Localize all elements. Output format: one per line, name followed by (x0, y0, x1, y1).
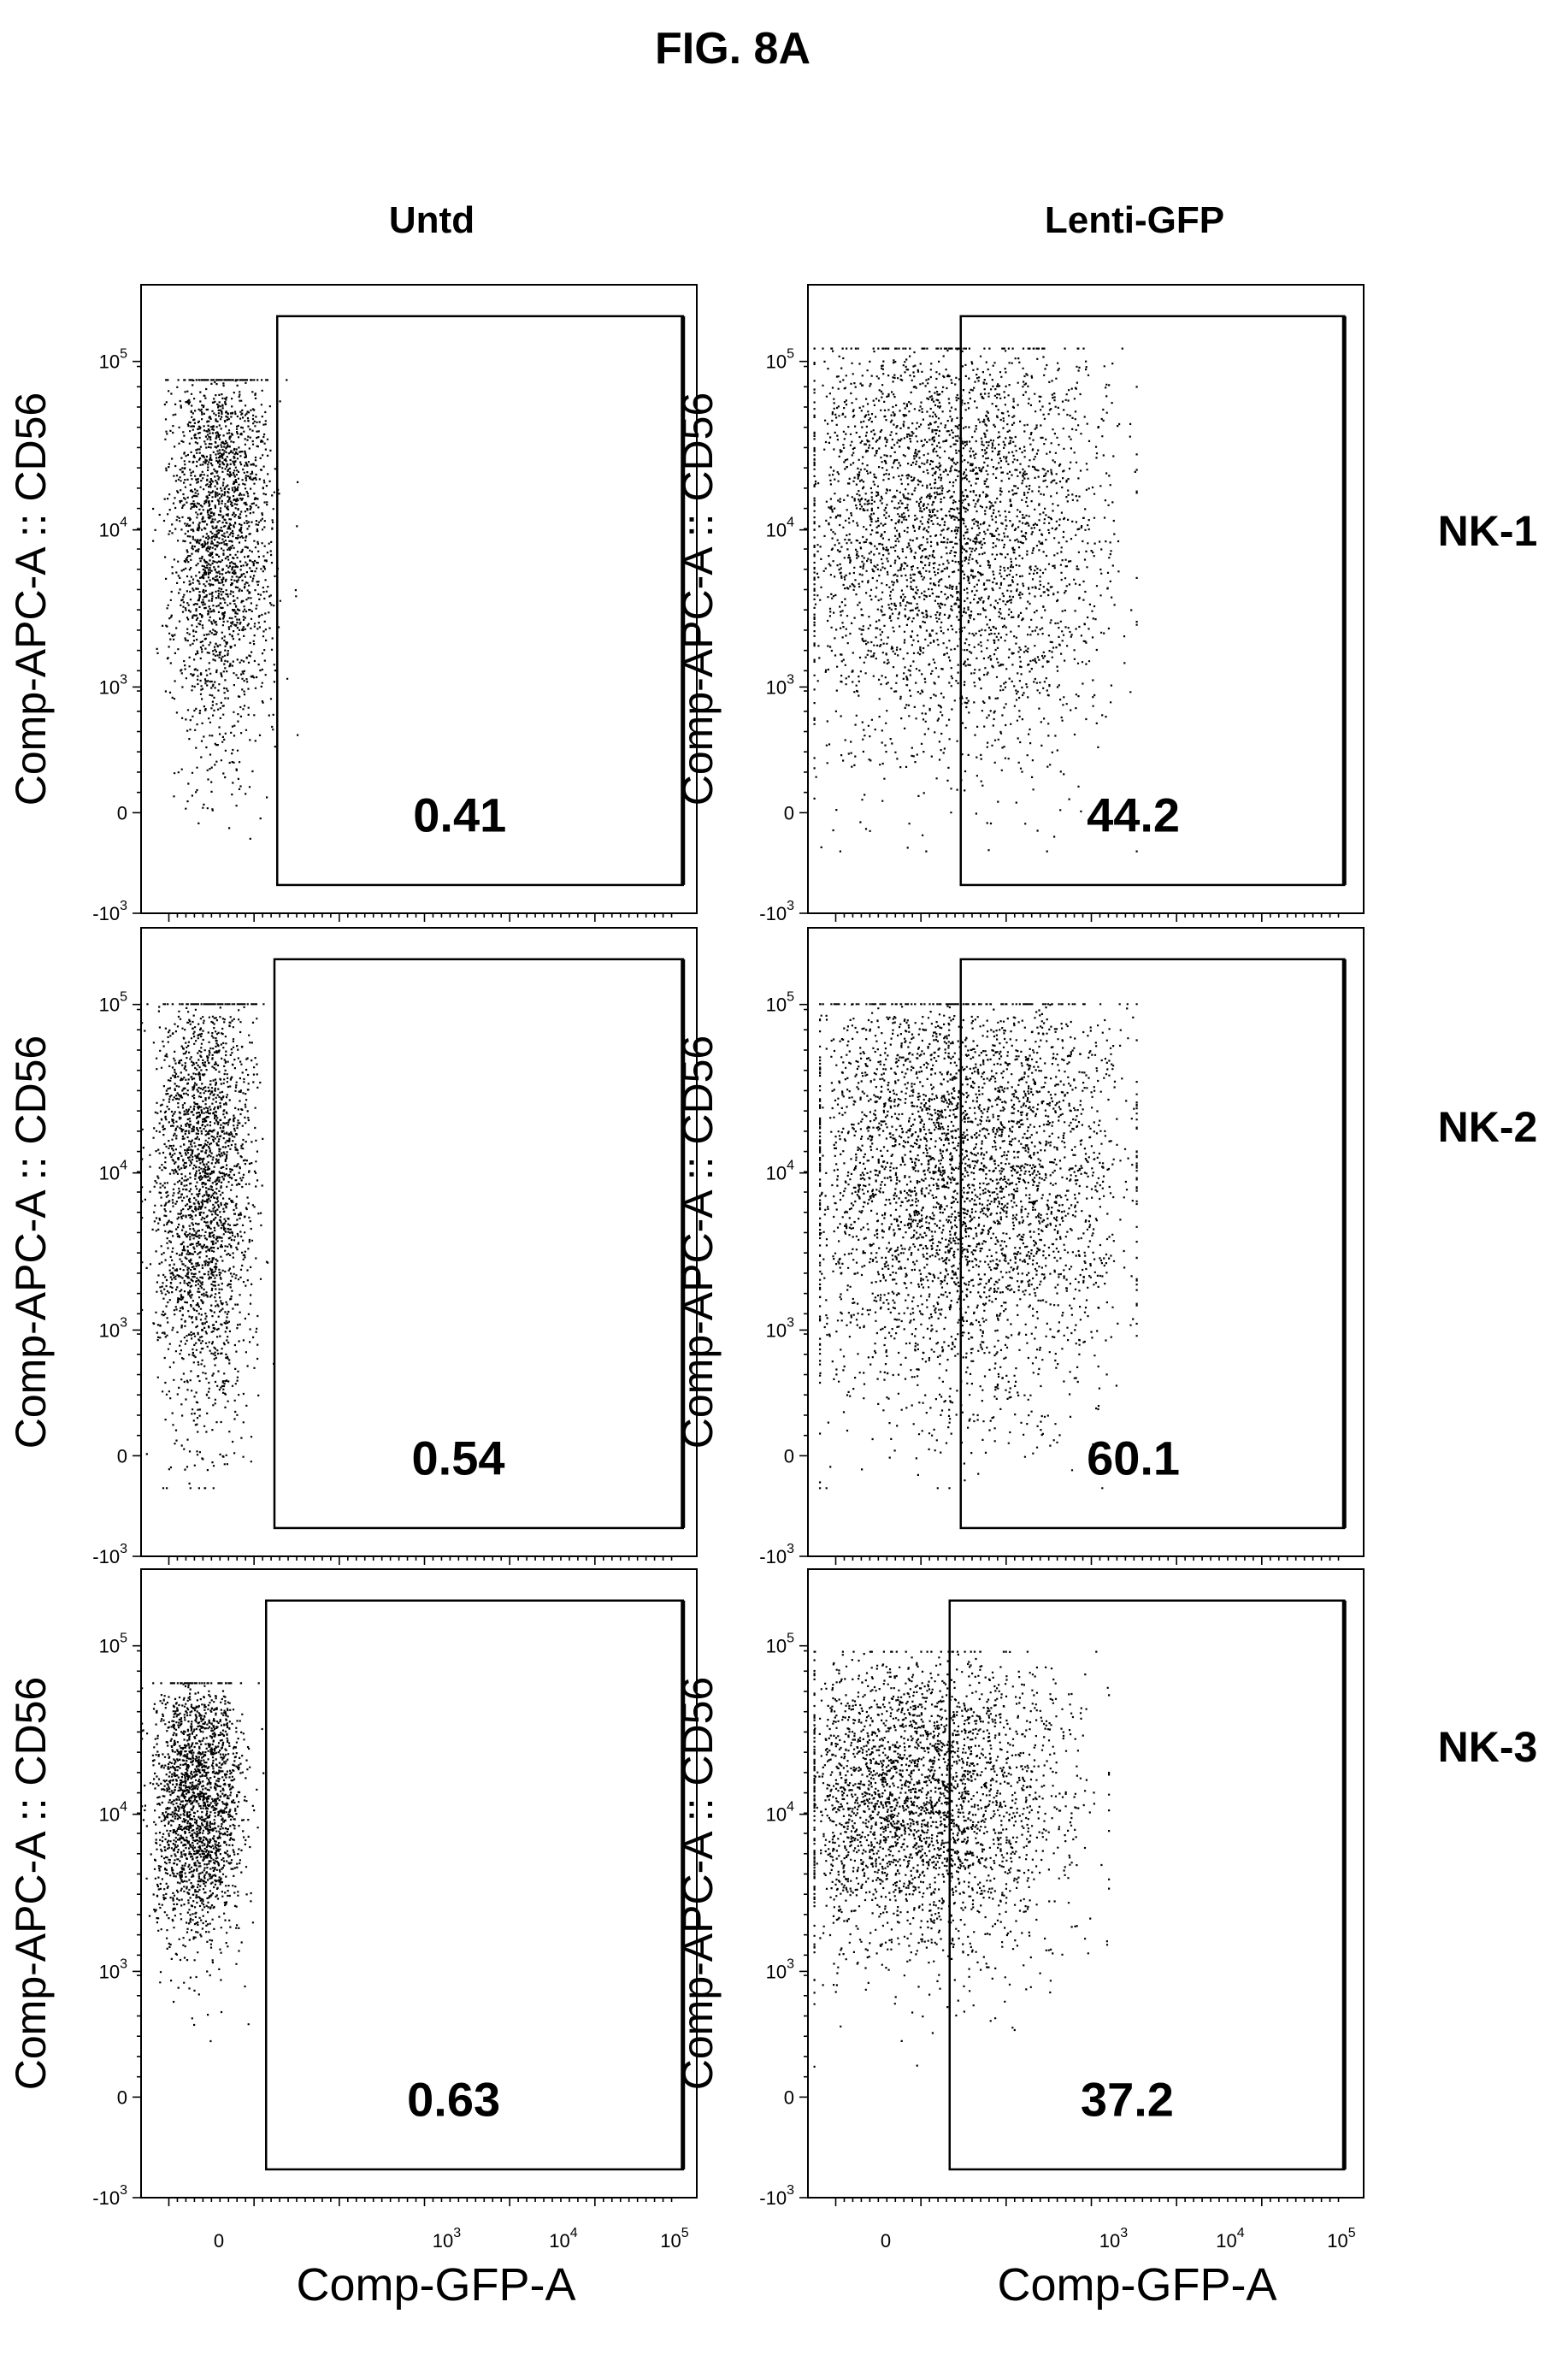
y-tick-label: 105 (766, 1632, 794, 1657)
y-tick-label: 105 (99, 990, 127, 1016)
row-label-nk-3: NK-3 (1438, 1723, 1538, 1771)
y-tick-label: 104 (99, 1800, 127, 1826)
y-tick-label: 103 (766, 672, 794, 698)
y-axis-label: Comp-APC-A :: CD56 (674, 392, 722, 806)
x-axis-label-left: Comp-GFP-A (296, 2259, 575, 2311)
y-tick-label: 103 (99, 1315, 127, 1341)
y-tick-label: 103 (766, 1957, 794, 1982)
y-axis-label: Comp-APC-A :: CD56 (674, 1036, 722, 1449)
gate-percentage-label: 0.54 (411, 1431, 504, 1484)
figure-title: FIG. 8A (655, 24, 811, 74)
column-title-untd: Untd (389, 199, 475, 241)
data-points (141, 1003, 275, 1490)
y-tick-label: 0 (117, 2086, 127, 2108)
y-tick-label: 105 (99, 347, 127, 373)
y-tick-label: 0 (117, 1445, 127, 1467)
data-points (813, 1650, 1111, 2068)
plot-frame (807, 927, 1365, 1557)
data-points (141, 1682, 265, 2043)
x-tick-label: 103 (433, 2226, 461, 2252)
x-axis-label-right: Comp-GFP-A (997, 2259, 1276, 2311)
y-tick-label: 103 (99, 672, 127, 698)
y-tick-label: 0 (784, 1445, 794, 1467)
y-tick-label: -103 (92, 1542, 127, 1567)
x-tick-label: 105 (1327, 2226, 1355, 2252)
y-tick-label: 0 (784, 802, 794, 823)
event-dots (813, 347, 1138, 853)
y-tick-label: 105 (766, 990, 794, 1016)
event-dots (141, 1682, 265, 2043)
data-points (819, 1003, 1138, 1490)
y-tick-label: -103 (92, 899, 127, 924)
row-label-nk-1: NK-1 (1438, 507, 1538, 555)
y-axis-label: Comp-APC-A :: CD56 (7, 1036, 55, 1449)
event-dots (141, 1003, 275, 1490)
x-tick-label: 105 (660, 2226, 688, 2252)
y-tick-label: 103 (99, 1957, 127, 1982)
data-points (813, 347, 1138, 853)
y-axis-label: Comp-APC-A :: CD56 (7, 1677, 55, 2090)
x-tick-label: 0 (214, 2230, 224, 2252)
gate-percentage-label: 44.2 (1087, 788, 1180, 841)
y-axis-label: Comp-APC-A :: CD56 (674, 1677, 722, 2090)
gate-percentage-label: 37.2 (1081, 2072, 1174, 2126)
y-tick-label: 105 (99, 1632, 127, 1657)
y-tick-label: 104 (99, 516, 127, 541)
x-tick-label: 104 (549, 2226, 577, 2252)
gate-percentage-label: 0.63 (407, 2072, 500, 2126)
y-tick-label: 105 (766, 347, 794, 373)
plot-frame (807, 284, 1365, 914)
event-dots (813, 1650, 1111, 2068)
y-tick-label: 0 (784, 2086, 794, 2108)
column-title-lenti-gfp: Lenti-GFP (1045, 199, 1224, 241)
plot-frame (140, 1568, 698, 2199)
y-tick-label: -103 (92, 2183, 127, 2209)
x-tick-label: 0 (881, 2230, 891, 2252)
plot-frame (140, 284, 698, 914)
gate-percentage-label: 0.41 (413, 788, 506, 841)
plot-frame (140, 927, 698, 1557)
y-tick-label: 104 (766, 1159, 794, 1184)
y-tick-label: 104 (766, 1800, 794, 1826)
plot-frame (807, 1568, 1365, 2199)
y-tick-label: -103 (759, 1542, 794, 1567)
event-dots (819, 1003, 1138, 1490)
y-tick-label: 103 (766, 1315, 794, 1341)
x-tick-label: 104 (1216, 2226, 1244, 2252)
y-tick-label: 104 (766, 516, 794, 541)
y-tick-label: 0 (117, 802, 127, 823)
x-tick-label: 103 (1099, 2226, 1128, 2252)
y-tick-label: 104 (99, 1159, 127, 1184)
gate-percentage-label: 60.1 (1087, 1431, 1180, 1484)
y-tick-label: -103 (759, 2183, 794, 2209)
row-label-nk-2: NK-2 (1438, 1103, 1538, 1151)
y-tick-label: -103 (759, 899, 794, 924)
y-axis-label: Comp-APC-A :: CD56 (7, 392, 55, 806)
